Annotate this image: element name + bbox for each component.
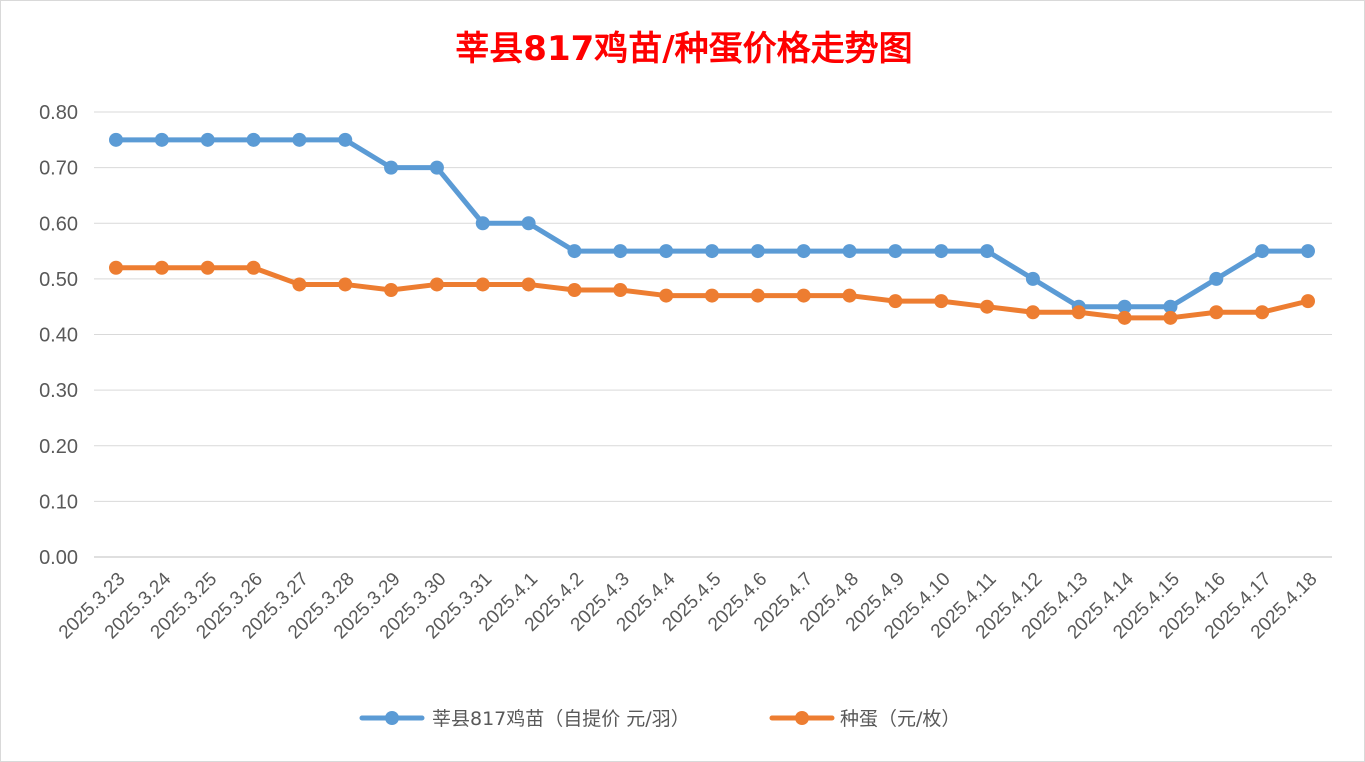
series-1 [109,132,1315,314]
data-point [475,277,490,292]
data-point [567,283,582,297]
data-point [705,244,719,259]
y-tick-label: 0.70 [39,158,78,180]
gridlines [94,111,1332,558]
y-axis-ticks: 0.00 0.10 0.20 0.30 0.40 0.50 0.60 0.70 0.80 [39,102,78,569]
y-tick-label: 0.50 [39,269,78,291]
data-point [384,160,399,175]
data-point [613,283,628,297]
data-point [796,288,811,303]
data-point [338,132,353,147]
data-point [659,244,674,259]
data-point [1117,310,1132,325]
data-point [154,132,169,147]
data-point [1163,310,1178,325]
data-point [1071,305,1086,320]
data-point [750,244,765,259]
legend-label: 莘县817鸡苗（自提价 元/羽） [432,708,690,730]
data-point [1025,271,1040,286]
data-point [888,294,903,309]
y-tick-label: 0.80 [39,102,78,124]
data-point [1209,271,1224,286]
data-point [154,260,169,275]
data-point [429,277,444,292]
data-point [750,288,765,303]
data-point [521,216,536,231]
data-point [384,283,399,297]
data-point [567,244,582,259]
y-tick-label: 0.40 [39,325,78,347]
data-point [705,288,719,303]
y-tick-label: 0.20 [39,436,78,458]
data-point [200,260,215,275]
data-point [1117,299,1132,314]
legend-item: 种蛋（元/枚） [769,708,960,730]
data-point [1301,244,1315,259]
data-point [1025,305,1040,320]
data-point [475,216,490,231]
data-point [200,132,215,147]
data-point [980,299,995,314]
data-point [842,244,857,259]
data-point [980,244,995,259]
legend-swatch-marker [795,711,809,725]
y-tick-label: 0.30 [39,380,78,402]
data-point [246,132,261,147]
series-2 [109,260,1315,325]
legend-swatch-marker [385,711,399,725]
y-tick-label: 0.60 [39,213,78,235]
chart-title: 莘县817鸡苗/种蛋价格走势图 [455,29,912,69]
data-point [246,260,261,275]
legend: 莘县817鸡苗（自提价 元/羽） 种蛋（元/枚） [359,708,960,730]
data-point [521,277,536,292]
data-point [796,244,811,259]
data-point [429,160,444,175]
data-point [1209,305,1224,320]
data-point [613,244,628,259]
data-point [888,244,903,259]
data-point [1163,299,1178,314]
data-point [1255,244,1270,259]
legend-label: 种蛋（元/枚） [840,708,960,730]
data-point [842,288,857,303]
data-point [292,132,307,147]
data-point [1301,294,1315,309]
y-tick-label: 0.00 [39,547,78,569]
series-lines [109,132,1315,325]
data-point [338,277,353,292]
data-point [934,294,949,309]
data-point [109,260,123,275]
data-point [292,277,307,292]
data-point [659,288,674,303]
y-tick-label: 0.10 [39,491,78,513]
data-point [934,244,949,259]
data-point [1255,305,1270,320]
data-point [109,132,123,147]
x-axis-ticks: 2025.3.232025.3.242025.3.252025.3.262025… [55,568,1322,643]
legend-item: 莘县817鸡苗（自提价 元/羽） [359,708,690,730]
